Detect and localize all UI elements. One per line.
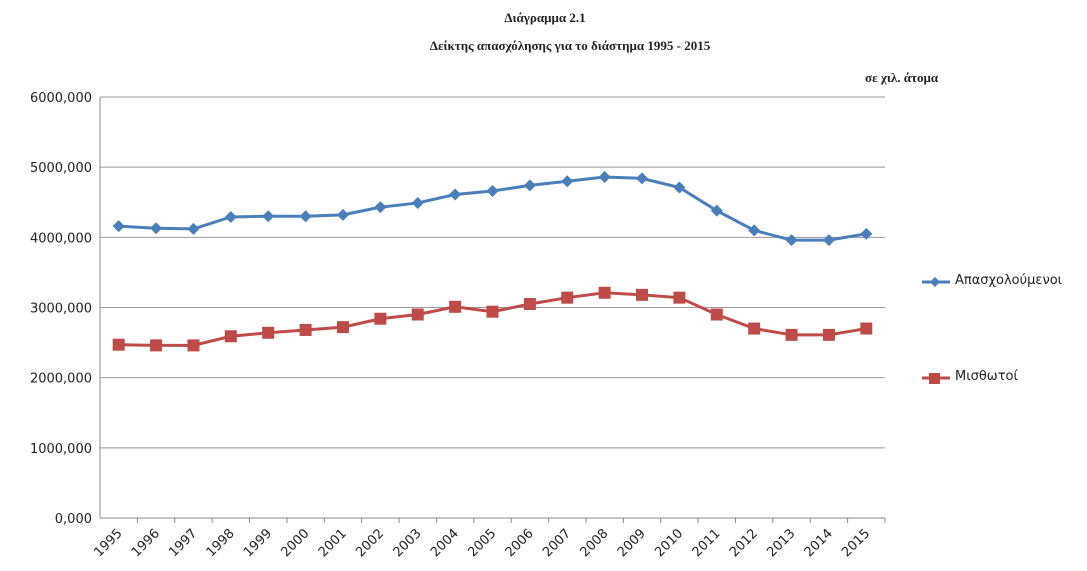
x-tick-label: 2013 (764, 526, 798, 560)
chart-subtitle: Δείκτης απασχόλησης για το διάστημα 1995… (430, 38, 711, 53)
x-tick-label: 2005 (465, 526, 499, 560)
x-tick-label: 2004 (428, 526, 462, 560)
point (411, 308, 424, 321)
point (523, 297, 536, 310)
point (636, 288, 649, 301)
point (523, 179, 536, 192)
x-tick-label: 2008 (577, 526, 611, 560)
x-tick-label: 2014 (802, 526, 836, 560)
x-tick-label: 2000 (278, 526, 312, 560)
x-tick-label: 2011 (690, 526, 724, 560)
point (860, 322, 873, 335)
point (150, 222, 163, 235)
point (262, 326, 275, 339)
x-tick-label: 2009 (615, 526, 649, 560)
x-tick-label: 1998 (204, 526, 238, 560)
point (673, 181, 686, 194)
x-tick-label: 2015 (839, 526, 873, 560)
x-tick-label: 2012 (727, 526, 761, 560)
point (150, 339, 163, 352)
point (299, 210, 312, 223)
point (785, 328, 798, 341)
point (748, 224, 761, 237)
y-tick-label: 3000,000 (30, 302, 92, 317)
point (187, 222, 200, 235)
point (710, 308, 723, 321)
point (822, 234, 835, 247)
x-tick-label: 2010 (652, 526, 686, 560)
legend-label: Απασχολούμενοι (955, 273, 1063, 288)
point (336, 321, 349, 334)
point (561, 175, 574, 188)
point (262, 210, 275, 223)
point (860, 227, 873, 240)
x-tick-label: 2006 (503, 526, 537, 560)
legend-label: Μισθωτοί (955, 369, 1018, 384)
x-tick-label: 1995 (92, 526, 126, 560)
point (112, 338, 125, 351)
point (112, 220, 125, 233)
x-tick-label: 2003 (391, 526, 425, 560)
point (486, 305, 499, 318)
point (449, 300, 462, 313)
y-tick-label: 2000,000 (30, 372, 92, 387)
point (374, 312, 387, 325)
point (224, 330, 237, 343)
x-tick-label: 1996 (129, 526, 163, 560)
point (636, 172, 649, 185)
point (710, 204, 723, 217)
point (411, 196, 424, 209)
x-tick-label: 1997 (166, 526, 200, 560)
point (486, 185, 499, 198)
point (449, 188, 462, 201)
point (598, 286, 611, 299)
unit-note: σε χιλ. άτομα (865, 70, 939, 85)
point (224, 210, 237, 223)
point (374, 201, 387, 214)
y-tick-label: 6000,000 (30, 91, 92, 106)
point (785, 234, 798, 247)
point (336, 208, 349, 221)
y-tick-label: 0,000 (55, 512, 92, 527)
point (187, 339, 200, 352)
point (748, 322, 761, 335)
y-tick-label: 4000,000 (30, 231, 92, 246)
y-tick-label: 5000,000 (30, 161, 92, 176)
y-tick-label: 1000,000 (30, 442, 92, 457)
x-tick-label: 2001 (316, 526, 350, 560)
x-tick-label: 1999 (241, 526, 275, 560)
point (598, 170, 611, 183)
chart-title: Διάγραμμα 2.1 (504, 10, 585, 25)
point (299, 323, 312, 336)
x-tick-label: 2002 (353, 526, 387, 560)
point (822, 328, 835, 341)
x-tick-label: 2007 (540, 526, 574, 560)
point (673, 291, 686, 304)
point (561, 291, 574, 304)
